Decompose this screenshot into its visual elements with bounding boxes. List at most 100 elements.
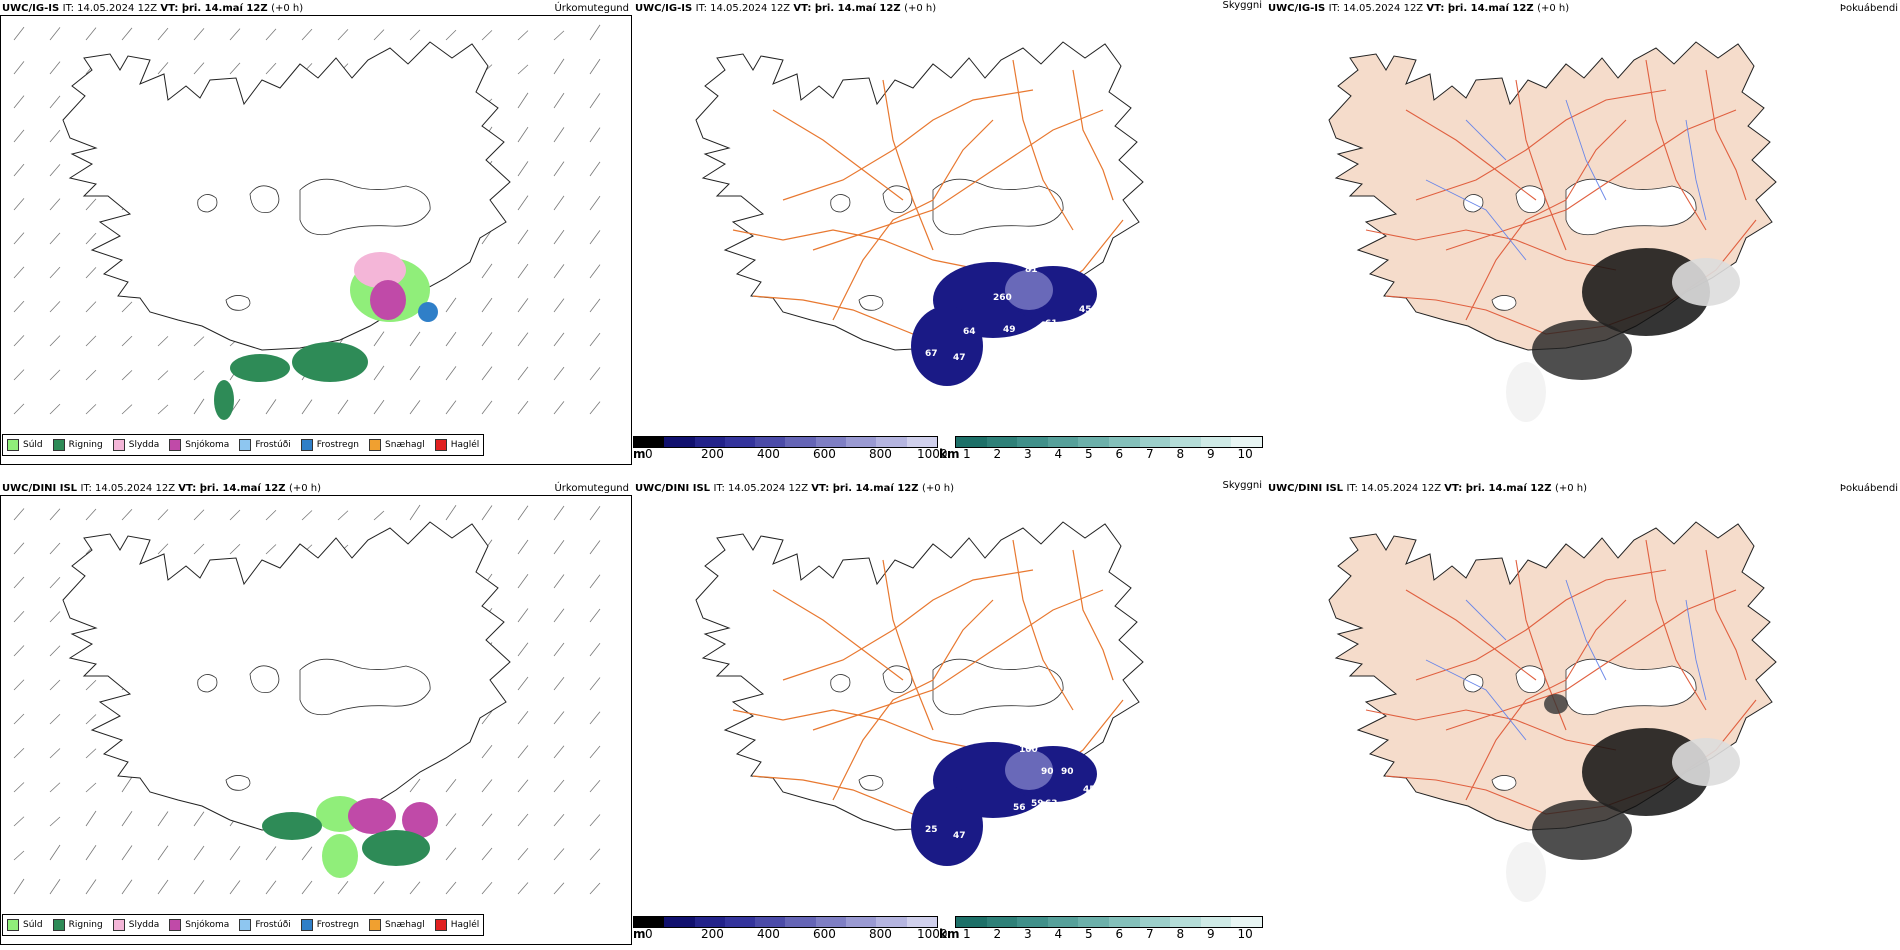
wind-barb — [265, 880, 277, 895]
river — [1425, 659, 1527, 741]
wind-barb — [589, 677, 601, 691]
road — [1405, 589, 1537, 681]
wind-barb — [301, 880, 313, 895]
legend-swatch — [434, 919, 447, 931]
wind-barb — [49, 542, 61, 555]
wind-barb — [49, 198, 61, 211]
wind-barb — [445, 331, 457, 347]
low-cloud-area — [1005, 750, 1053, 790]
visibility-panel-title: Skyggni — [1222, 0, 1262, 11]
wind-barb — [589, 58, 601, 75]
wind-barb — [49, 748, 61, 759]
cloud-base-label: 45 — [1079, 305, 1092, 315]
wind-barb — [13, 403, 25, 415]
low-cloud-areas — [911, 742, 1097, 866]
wind-barb — [157, 509, 169, 521]
visibility-tick: 5 — [1085, 927, 1093, 941]
precip-areas — [214, 252, 438, 420]
glacier-outline — [858, 295, 884, 311]
visibility-tick: 7 — [1146, 927, 1154, 941]
wind-barb — [589, 745, 601, 759]
fog-indicator-panel: UWC/IG-IS IT: 14.05.2024 12Z VT: þri. 14… — [1266, 0, 1900, 470]
colorbar-segment — [694, 437, 725, 447]
colorbar-segment — [1170, 437, 1201, 447]
cloud-base-tick: 800 — [869, 447, 892, 461]
colorbar-segment — [815, 437, 847, 447]
colorbar-segment — [956, 437, 987, 447]
cloud-base-tick: 600 — [813, 447, 836, 461]
wind-barb — [517, 30, 529, 41]
wind-barb — [589, 882, 601, 895]
river — [1685, 119, 1707, 221]
wind-barb — [517, 298, 529, 313]
wind-barb — [589, 230, 601, 245]
wind-barb — [589, 127, 601, 143]
visibility-unit: km — [939, 927, 960, 941]
wind-barb — [553, 711, 565, 725]
wind-barb — [85, 679, 97, 691]
fog-map — [1328, 521, 1777, 902]
wind-barb — [229, 543, 241, 555]
it-label: IT: — [695, 3, 711, 14]
wind-barb — [85, 301, 97, 313]
glacier-outline — [882, 185, 913, 213]
cloud-base-tick: 200 — [701, 447, 724, 461]
wind-barb — [589, 540, 601, 555]
road — [882, 559, 934, 731]
wind-barb — [13, 878, 25, 895]
wind-barb — [13, 369, 25, 381]
row-ig-is: UWC/IG-IS IT: 14.05.2024 12Z VT: þri. 14… — [0, 0, 1900, 470]
visibility-panel: UWC/IG-IS IT: 14.05.2024 12Z VT: þri. 14… — [633, 0, 1266, 470]
cloud-base-tick: 1000 — [917, 927, 948, 941]
wind-barb — [49, 879, 61, 895]
colorbar-segment — [846, 917, 877, 927]
visibility-tick: 5 — [1085, 447, 1093, 461]
visibility-tick: 4 — [1054, 927, 1063, 941]
coastline — [62, 521, 511, 831]
precip-legend-item: Slydda — [112, 439, 159, 451]
wind-barb — [373, 29, 385, 41]
glacier-outline — [1491, 775, 1517, 791]
wind-barb — [373, 365, 385, 381]
wind-barb — [49, 335, 61, 347]
visibility-tick: 8 — [1176, 927, 1185, 941]
wind-barb — [13, 816, 25, 827]
road — [772, 109, 904, 201]
glacier-outline — [830, 194, 851, 213]
colorbar-segment — [986, 917, 1018, 927]
wind-barb — [49, 816, 61, 827]
wind-barb — [553, 264, 565, 279]
drizzle-area — [322, 834, 358, 878]
wind-barb — [13, 713, 25, 725]
model-name: UWC/DINI ISL — [1268, 483, 1347, 494]
precip-legend-item: Súld — [7, 919, 43, 931]
road — [1365, 229, 1617, 271]
precip-map — [13, 504, 601, 895]
wind-barb — [13, 850, 25, 861]
wind-barb — [85, 508, 97, 521]
freezing-rain-area — [418, 302, 438, 322]
road — [1705, 69, 1747, 201]
precip-legend-item: Rigning — [52, 439, 103, 451]
glacier-outline — [1491, 295, 1517, 311]
river — [1565, 99, 1607, 201]
wind-barb — [157, 27, 169, 41]
panel-header: UWC/DINI ISL IT: 14.05.2024 12Z VT: þri.… — [2, 483, 321, 494]
glacier-outline — [249, 185, 280, 213]
wind-barb — [445, 297, 457, 313]
wind-barb — [301, 510, 313, 521]
wind-barb — [589, 848, 601, 861]
wind-barb — [157, 845, 169, 861]
wind-barb — [517, 400, 529, 415]
wind-barb — [445, 366, 457, 381]
legend-swatch — [7, 919, 19, 931]
visibility-panel: UWC/DINI ISL IT: 14.05.2024 12Z VT: þri.… — [633, 480, 1266, 950]
wind-barb — [193, 845, 205, 861]
wind-barb — [517, 161, 529, 177]
wind-barb — [49, 301, 61, 313]
wind-barb — [553, 540, 565, 555]
legend-swatch — [112, 919, 125, 931]
low-cloud-area — [911, 306, 983, 386]
precip-legend-item: Snæhagl — [369, 439, 425, 451]
wind-barb — [157, 879, 169, 895]
